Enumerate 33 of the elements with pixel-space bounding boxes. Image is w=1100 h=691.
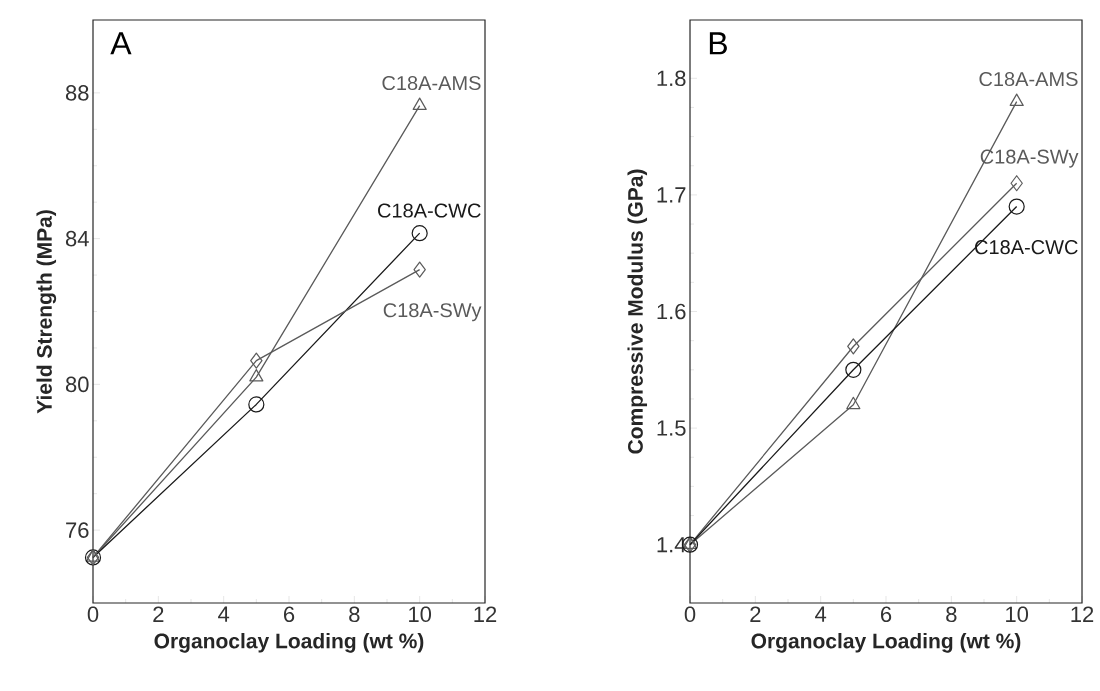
- y-tick-label: 76: [66, 522, 89, 538]
- chart-title: A: [110, 32, 132, 55]
- x-axis-title: Organoclay Loading (wt %): [751, 632, 1021, 653]
- x-tick-label: 10: [1006, 606, 1029, 623]
- x-tick-label: 8: [946, 606, 957, 623]
- series-label: C18A-AMS: [382, 75, 481, 91]
- y-tick-label: 1.6: [657, 303, 686, 320]
- series-label: C18A-SWy: [383, 303, 482, 322]
- x-tick-label: 6: [284, 606, 295, 623]
- x-tick-label: 6: [881, 606, 892, 623]
- x-tick-label: 0: [684, 606, 696, 623]
- y-tick-label: 1.7: [657, 187, 686, 203]
- y-tick-label: 1.5: [657, 420, 686, 436]
- y-axis-title: Yield Strength (MPa): [36, 210, 57, 414]
- y-tick-label: 88: [65, 85, 89, 101]
- y-tick-label: 84: [65, 230, 89, 247]
- x-tick-label: 8: [349, 606, 360, 623]
- x-tick-label: 0: [87, 606, 99, 623]
- x-axis-title: Organoclay Loading (wt %): [154, 632, 424, 653]
- y-tick-label: 1.8: [657, 70, 686, 87]
- x-tick-label: 2: [153, 606, 164, 622]
- series-label: C18A-CWC: [378, 203, 481, 218]
- x-tick-label: 4: [815, 606, 827, 622]
- y-axis-title: Compressive Modulus (GPa): [627, 169, 648, 454]
- x-tick-label: 4: [218, 606, 230, 622]
- y-tick-label: 80: [65, 376, 89, 393]
- chart-title: B: [709, 32, 727, 55]
- x-tick-label: 12: [474, 606, 497, 622]
- x-tick-label: 10: [409, 606, 432, 623]
- series-label: C18A-CWC: [975, 240, 1078, 255]
- series-label: C18A-AMS: [979, 71, 1078, 87]
- x-tick-label: 12: [1071, 606, 1094, 622]
- x-tick-label: 2: [750, 606, 761, 622]
